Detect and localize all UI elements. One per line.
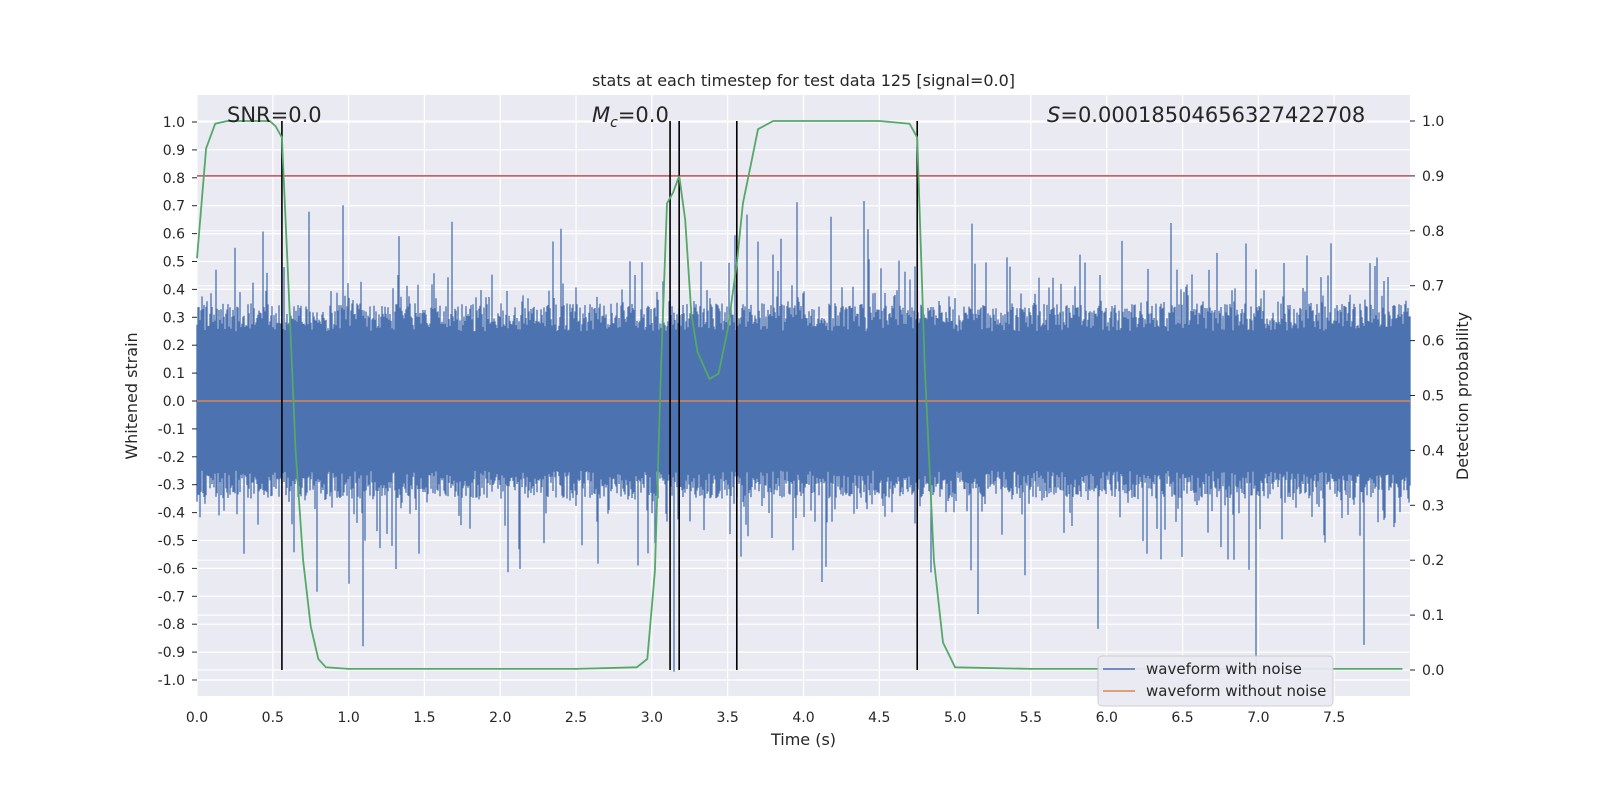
y-tick-label-left: -0.4 [158,506,185,522]
mc-subscript: c [610,115,618,131]
legend-box [1097,655,1334,707]
y-tick-label-left: -0.7 [158,589,185,605]
y-tick-label-right: 0.5 [1422,389,1444,405]
y-tick-label-left: -0.9 [158,645,185,661]
y-tick-label-left: 0.4 [163,282,185,298]
x-tick-label: 7.5 [1323,710,1345,726]
event-markers [281,121,919,670]
legend: waveform with noise waveform without noi… [1097,655,1334,707]
x-tick-label: 5.0 [944,710,966,726]
x-tick-label: 3.5 [717,710,739,726]
x-tick-label: 0.0 [186,710,208,726]
x-tick-label: 2.5 [565,710,587,726]
y-tick-label-right: 0.4 [1422,443,1444,459]
y-tick-label-left: 0.8 [163,171,185,187]
s-symbol: S [1047,103,1060,127]
y-tick-label-right: 0.9 [1422,169,1444,185]
x-tick-label: 6.0 [1096,710,1118,726]
y-tick-label-right: 0.8 [1422,224,1444,240]
y-tick-label-left: -0.2 [158,450,185,466]
y-tick-label-left: -0.1 [158,422,185,438]
y-tick-label-left: 0.1 [163,366,185,382]
x-tick-label: 1.0 [337,710,359,726]
mc-symbol: M [592,103,610,127]
y-tick-label-left: 1.0 [163,115,185,131]
detection-probability-line [196,120,1403,670]
annotation-snr: SNR=0.0 [227,103,322,127]
y-tick-label-right: 0.7 [1422,279,1444,295]
y-tick-label-left: -0.8 [158,617,185,633]
chart-title: stats at each timestep for test data 125… [592,71,1015,90]
annotation-statistic: S=0.00018504656327422708 [1047,103,1365,127]
y-tick-label-right: 0.2 [1422,553,1444,569]
x-tick-label: 2.0 [489,710,511,726]
y-ticks-left: 1.0 0.9 0.8 0.7 0.6 0.5 0.4 0.3 0.2 0.1 0.0 -0.1 -0.… [158,115,197,689]
legend-label-noise: waveform with noise [1146,660,1302,678]
y-tick-label-left: -0.5 [158,534,185,550]
y-tick-label-left: 0.6 [163,227,185,243]
y-tick-label-right: 1.0 [1422,114,1444,130]
x-tick-label: 4.0 [792,710,814,726]
y-ticks-right: 1.0 0.9 0.8 0.7 0.6 0.5 0.4 0.3 0.2 0.1 0.0 [1410,114,1444,679]
x-ticks: 0.0 0.5 1.0 1.5 2.0 2.5 3.0 3.5 4.0 4.5 5.0 5.5 6.0 6… [186,710,1345,726]
y-tick-label-right: 0.0 [1422,663,1444,679]
mc-value: =0.0 [618,103,669,127]
series-detection-probability [196,120,1403,670]
y-tick-label-left: 0.5 [163,255,185,271]
y-axis-label-right: Detection probability [1453,312,1472,480]
x-tick-label: 4.5 [868,710,890,726]
x-tick-label: 6.5 [1171,710,1193,726]
x-tick-label: 5.5 [1020,710,1042,726]
annotation-chirp-mass: Mc=0.0 [592,103,669,131]
x-tick-label: 3.0 [641,710,663,726]
y-axis-label-left: Whitened strain [122,332,141,459]
y-tick-label-left: 0.9 [163,143,185,159]
y-tick-label-left: 0.0 [163,394,185,410]
y-tick-label-left: -0.6 [158,561,185,577]
y-tick-label-right: 0.1 [1422,608,1444,624]
x-axis-label: Time (s) [770,730,836,749]
y-tick-label-right: 0.3 [1422,498,1444,514]
x-tick-label: 7.0 [1247,710,1269,726]
y-tick-label-left: 0.2 [163,338,185,354]
s-value: =0.00018504656327422708 [1060,103,1365,127]
y-tick-label-right: 0.6 [1422,334,1444,350]
y-tick-label-left: -1.0 [158,673,185,689]
y-tick-label-left: 0.3 [163,310,185,326]
y-tick-label-left: -0.3 [158,478,185,494]
legend-label-clean: waveform without noise [1146,682,1326,700]
x-tick-label: 0.5 [262,710,284,726]
y-tick-label-left: 0.7 [163,199,185,215]
x-tick-label: 1.5 [413,710,435,726]
